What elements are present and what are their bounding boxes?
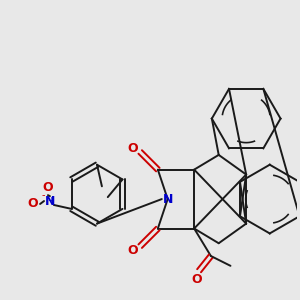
Text: O: O	[192, 273, 203, 286]
Text: +: +	[47, 196, 54, 205]
Text: N: N	[45, 194, 55, 208]
Text: O: O	[27, 197, 38, 211]
Text: O: O	[127, 142, 138, 154]
Text: -: -	[41, 190, 45, 200]
Text: O: O	[43, 181, 53, 194]
Text: O: O	[127, 244, 138, 256]
Text: N: N	[163, 193, 173, 206]
